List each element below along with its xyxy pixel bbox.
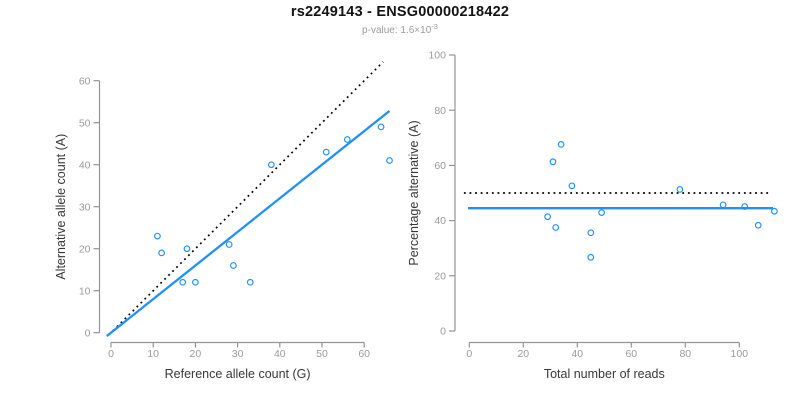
right-y-axis-label: Percentage alternative (A) — [407, 120, 421, 265]
x-tick-label: 60 — [625, 348, 637, 360]
y-tick-label: 60 — [79, 75, 91, 87]
y-tick-label: 50 — [79, 117, 91, 129]
right-x-axis-label: Total number of reads — [544, 367, 665, 381]
data-point — [343, 136, 351, 143]
data-point — [154, 232, 161, 240]
data-point — [598, 209, 605, 216]
y-tick-label: 20 — [434, 270, 446, 282]
x-tick-label: 60 — [358, 348, 370, 360]
left-scatter-plot: Reference allele count (G) Alternative a… — [54, 61, 393, 381]
y-tick-label: 20 — [79, 243, 91, 255]
data-point — [246, 278, 254, 286]
x-tick-label: 40 — [274, 348, 286, 360]
data-point — [587, 229, 595, 237]
data-point — [179, 278, 187, 286]
x-tick-label: 0 — [108, 348, 114, 360]
data-point — [192, 278, 199, 286]
data-point — [676, 186, 684, 193]
y-tick-label: 40 — [79, 159, 91, 171]
data-point — [719, 201, 727, 209]
y-tick-label: 60 — [434, 160, 446, 172]
data-point — [587, 253, 595, 261]
left-y-axis-label: Alternative allele count (A) — [54, 134, 68, 280]
figure-subtitle: p-value: 1.6×10-3 — [0, 22, 800, 36]
y-tick-label: 0 — [85, 327, 91, 339]
data-point — [230, 262, 237, 269]
x-tick-label: 40 — [571, 348, 583, 360]
data-point — [322, 148, 330, 156]
data-point — [183, 245, 191, 253]
subtitle-pvalue-text: p-value: 1.6×10 — [362, 25, 432, 36]
data-point — [158, 249, 166, 257]
x-tick-label: 20 — [190, 348, 202, 360]
data-point — [549, 158, 557, 166]
data-point — [544, 213, 551, 221]
y-tick-label: 100 — [428, 50, 446, 62]
right-scatter-plot: Total number of reads Percentage alterna… — [407, 50, 778, 381]
data-point — [754, 221, 762, 229]
x-tick-label: 0 — [466, 348, 472, 360]
y-tick-label: 80 — [434, 105, 446, 117]
y-tick-label: 0 — [440, 326, 446, 338]
fit-line — [106, 110, 391, 337]
left-x-axis-label: Reference allele count (G) — [165, 367, 311, 381]
data-point — [386, 157, 393, 164]
identity-line — [108, 61, 384, 336]
data-point — [225, 241, 233, 248]
data-point — [741, 203, 749, 210]
x-tick-label: 50 — [316, 348, 328, 360]
data-point — [568, 182, 576, 190]
data-point — [771, 207, 778, 215]
y-tick-label: 40 — [434, 215, 446, 227]
x-tick-label: 100 — [731, 348, 749, 360]
data-point — [377, 123, 385, 131]
x-tick-label: 80 — [679, 348, 691, 360]
x-tick-label: 10 — [147, 348, 159, 360]
y-tick-label: 10 — [79, 285, 91, 297]
subtitle-exponent: -3 — [431, 22, 438, 31]
data-point — [552, 224, 560, 231]
figure-title: rs2249143 - ENSG00000218422 — [290, 4, 510, 20]
data-point — [267, 161, 275, 169]
data-point — [557, 141, 565, 148]
x-tick-label: 30 — [232, 348, 244, 360]
x-tick-label: 20 — [517, 348, 529, 360]
y-tick-label: 30 — [79, 201, 91, 213]
